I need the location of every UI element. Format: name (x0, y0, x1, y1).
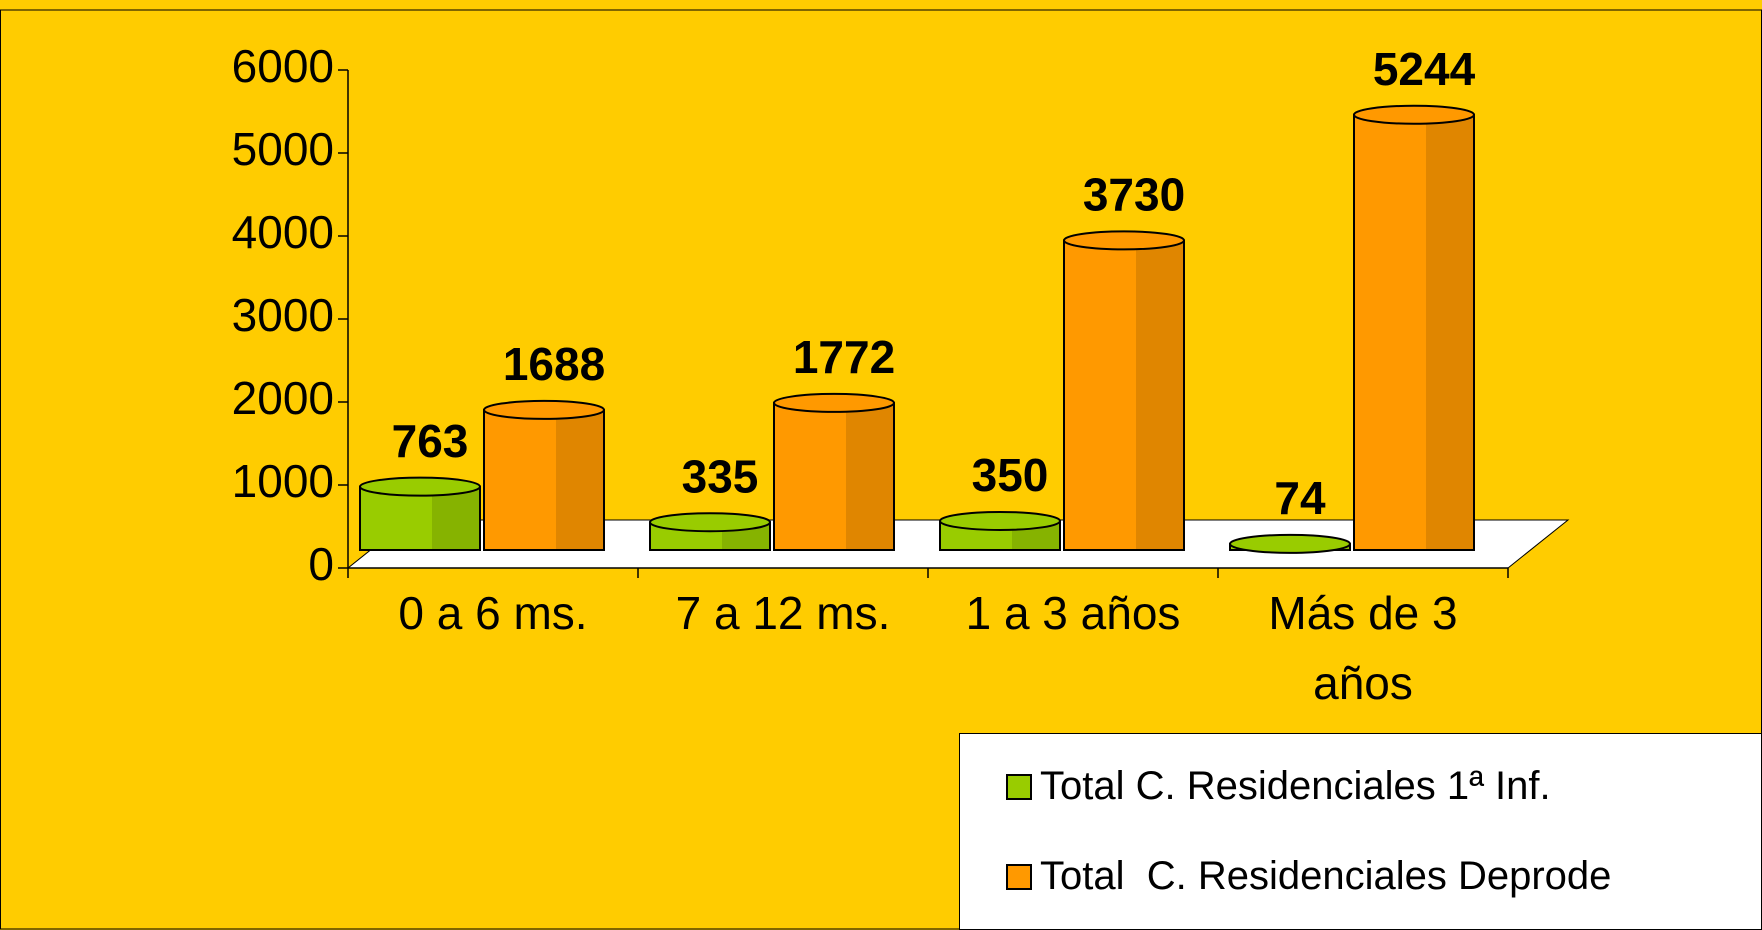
legend-entry: Total C. Residenciales Deprode (1006, 854, 1611, 899)
bar-top (1063, 230, 1185, 251)
bar-top (359, 476, 481, 497)
legend-swatch (1006, 863, 1032, 890)
bar-top (1229, 533, 1351, 554)
bar-group (773, 392, 895, 552)
bar-shade (1426, 114, 1474, 551)
legend-swatch (1006, 773, 1032, 800)
bar-top (1353, 104, 1475, 125)
bar-group (1229, 533, 1351, 554)
legend-label: Total C. Residenciales Deprode (1040, 854, 1612, 898)
bar-group (649, 512, 771, 552)
legend: Total C. Residenciales 1ª Inf. Total C. R… (959, 733, 1762, 930)
bar-shade (432, 486, 480, 550)
bar-shade (846, 402, 894, 550)
value-label: 335 (682, 450, 759, 502)
y-tick-label: 0 (308, 538, 334, 590)
bar-top (773, 392, 895, 413)
bar-group (1353, 104, 1475, 552)
bar (1063, 239, 1185, 551)
value-label: 3730 (1083, 169, 1185, 221)
value-label: 763 (392, 415, 469, 467)
bar-shade (556, 409, 604, 550)
y-tick-label: 2000 (232, 372, 334, 424)
y-tick-label: 6000 (232, 40, 334, 92)
value-label: 74 (1274, 472, 1326, 524)
bar-group (483, 399, 605, 551)
x-tick-label: 0 a 6 ms. (398, 587, 588, 639)
value-label: 1688 (503, 338, 605, 390)
value-label: 5244 (1373, 43, 1476, 95)
bar-top (649, 512, 771, 533)
bar-group (359, 476, 481, 551)
bar (483, 408, 605, 551)
value-label: 1772 (793, 331, 895, 383)
bar (1353, 113, 1475, 552)
bar-top (939, 510, 1061, 531)
x-tick-label: 1 a 3 años (965, 587, 1181, 639)
bar (773, 401, 895, 552)
bar-group (939, 510, 1061, 552)
y-tick-label: 1000 (232, 455, 334, 507)
value-label: 350 (972, 449, 1049, 501)
x-tick-label: 7 a 12 ms. (675, 587, 891, 639)
bar-shade (1136, 240, 1184, 550)
x-tick-label: Más de 3 años (1268, 587, 1458, 709)
legend-entry: Total C. Residenciales 1ª Inf. (1006, 764, 1551, 809)
legend-label: Total C. Residenciales 1ª Inf. (1040, 764, 1551, 808)
bar-top (483, 399, 605, 420)
y-tick-label: 5000 (232, 123, 334, 175)
y-tick-label: 3000 (232, 289, 334, 341)
bar-group (1063, 230, 1185, 551)
bar (359, 485, 481, 551)
y-tick-label: 4000 (232, 206, 334, 258)
